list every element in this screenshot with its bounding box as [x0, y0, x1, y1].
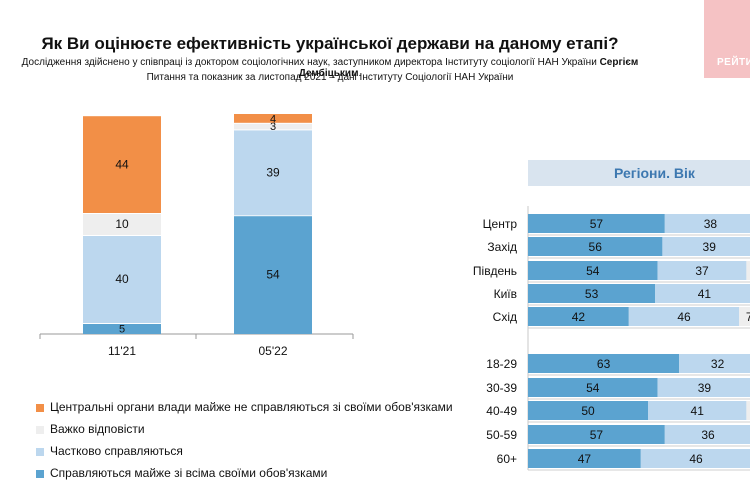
hbar-4-segment-1: [628, 307, 740, 326]
hbar-0-label-0: 57: [590, 217, 604, 231]
bar-1-segment-3: [234, 114, 312, 123]
subtitle-text: Дослідження здійснено у співпраці із док…: [21, 57, 600, 68]
bar-1-label-0: 54: [266, 268, 280, 282]
row-label-9: 60+: [497, 452, 517, 466]
bar-0-label-2: 10: [115, 217, 129, 231]
hbar-4-segment-2: [739, 307, 750, 326]
hbar-1-label-1: 39: [703, 240, 717, 254]
bar-1-gap-0: [234, 215, 312, 217]
legend-swatch-1: [36, 426, 44, 434]
legend-swatch-0: [36, 404, 44, 412]
row-label-2: Південь: [473, 264, 517, 278]
legend-label-0: Центральні органи влади майже не справля…: [50, 400, 453, 414]
bar-0-label-0: 5: [119, 324, 125, 336]
hbar-0-label-1: 38: [704, 217, 718, 231]
hbar-9-label-0: 47: [578, 452, 592, 466]
hbar-7-segment-0: [528, 401, 648, 420]
hbar-2-label-1: 37: [695, 264, 709, 278]
hbar-4-label-0: 42: [572, 310, 586, 324]
page-subtitle: Дослідження здійснено у співпраці із док…: [0, 57, 660, 79]
hbar-9-segment-0: [528, 449, 641, 468]
hbar-6-label-0: 54: [586, 381, 600, 395]
hbar-8-segment-0: [528, 425, 665, 444]
legend-label-1: Важко відповісти: [50, 422, 145, 436]
bar-0-segment-3: [83, 116, 161, 213]
bar-0-segment-2: [83, 213, 161, 235]
hbar-3-label-0: 53: [585, 287, 599, 301]
brand-logo: РЕЙТИ: [704, 0, 750, 78]
hbar-3-segment-1: [655, 284, 750, 303]
brand-logo-text: РЕЙТИ: [717, 57, 750, 68]
hbar-2-segment-0: [528, 261, 658, 280]
hbar-5-segment-0: [528, 354, 680, 373]
bar-1-segment-0: [234, 215, 312, 334]
row-label-7: 40-49: [486, 404, 517, 418]
bar-0-gap-2: [83, 213, 161, 214]
hbar-5-label-1: 32: [711, 357, 725, 371]
hbar-2-segment-1: [657, 261, 747, 280]
hbar-4-label-1: 46: [677, 310, 691, 324]
hbar-1-segment-1: [662, 237, 750, 256]
legend-swatch-2: [36, 448, 44, 456]
subtitle-period: .: [358, 68, 362, 79]
hbar-6-label-1: 39: [698, 381, 712, 395]
hbar-5-label-0: 63: [597, 357, 611, 371]
row-label-1: Захід: [487, 240, 517, 254]
hbar-4-segment-0: [528, 307, 629, 326]
x-tick-label-1: 05'22: [259, 344, 288, 358]
hbar-0-segment-1: [664, 214, 750, 233]
hbar-1-segment-0: [528, 237, 663, 256]
bar-1-label-3: 4: [270, 113, 276, 125]
hbar-9-segment-1: [640, 449, 750, 468]
page-subtitle-source: Питання та показник за листопад 2021 – д…: [146, 72, 514, 83]
bar-0-label-1: 40: [115, 272, 129, 286]
hbar-6-segment-1: [657, 378, 750, 397]
x-tick-label-0: 11'21: [108, 344, 136, 358]
hbar-6-segment-0: [528, 378, 658, 397]
row-label-4: Схід: [493, 310, 517, 324]
bar-0-segment-0: [83, 323, 161, 334]
bar-1-label-2: 3: [270, 121, 276, 133]
regions-panel-title: Регіони. Вік: [528, 160, 750, 186]
bar-1-label-1: 39: [266, 165, 280, 179]
legend-label-2: Частково справляються: [50, 444, 183, 458]
hbar-7-label-0: 50: [581, 404, 595, 418]
page-title: Як Ви оцінюєте ефективність української …: [41, 34, 619, 53]
row-label-5: 18-29: [486, 357, 517, 371]
hbar-5-segment-1: [679, 354, 750, 373]
row-label-3: Київ: [494, 287, 517, 301]
bar-1-gap-2: [234, 122, 312, 124]
row-label-0: Центр: [483, 217, 518, 231]
bar-0-segment-1: [83, 235, 161, 323]
bar-0-gap-0: [83, 323, 161, 324]
hbar-7-segment-2: [746, 401, 750, 420]
hbar-8-label-1: 36: [701, 428, 715, 442]
hbar-4-label-2: 7: [746, 310, 750, 324]
bar-0-gap-1: [83, 235, 161, 236]
hbar-1-label-0: 56: [589, 240, 603, 254]
hbar-3-label-1: 41: [698, 287, 712, 301]
legend-swatch-3: [36, 470, 44, 478]
bar-1-segment-1: [234, 129, 312, 216]
hbar-2-segment-2: [746, 261, 750, 280]
row-label-8: 50-59: [486, 428, 517, 442]
row-label-6: 30-39: [486, 381, 517, 395]
bar-1-segment-2: [234, 122, 312, 130]
hbar-3-segment-0: [528, 284, 656, 303]
legend-label-3: Справляються майже зі всіма своїми обов'…: [50, 466, 328, 480]
bar-0-label-3: 44: [115, 158, 129, 172]
subtitle-author: Сергієм Дембіцьким: [298, 57, 639, 79]
hbar-7-segment-1: [648, 401, 747, 420]
hbar-9-label-1: 46: [689, 452, 703, 466]
bar-1-gap-1: [234, 129, 312, 131]
hbar-8-segment-1: [664, 425, 750, 444]
hbar-0-segment-0: [528, 214, 665, 233]
hbar-7-label-1: 41: [691, 404, 705, 418]
hbar-8-label-0: 57: [590, 428, 604, 442]
hbar-2-label-0: 54: [586, 264, 600, 278]
